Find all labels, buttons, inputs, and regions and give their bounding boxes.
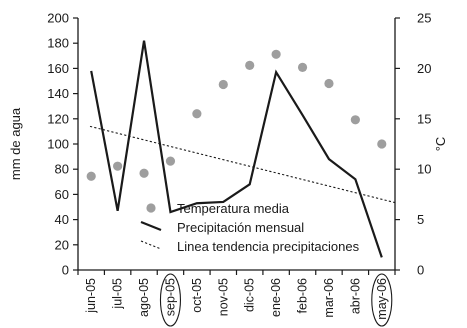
y-axis-left-label: mm de agua xyxy=(8,107,23,180)
temperature-point xyxy=(192,109,202,119)
temperature-point xyxy=(139,168,149,178)
right-tick-label: 15 xyxy=(417,111,431,126)
temperature-point xyxy=(377,139,387,149)
right-axis-ticks: 0 5 10 15 20 25 xyxy=(395,11,431,278)
x-tick-label: jun-05 xyxy=(84,278,98,314)
legend-temperature-marker xyxy=(146,203,156,213)
left-tick-label: 120 xyxy=(47,111,69,126)
legend-trend-marker xyxy=(140,240,162,250)
right-tick-label: 5 xyxy=(417,212,424,227)
x-tick-label-group: abr-06 xyxy=(348,278,362,314)
x-tick-label: sep-05 xyxy=(163,278,177,316)
x-tick-label: oct-05 xyxy=(190,278,204,313)
precipitation-line xyxy=(90,40,383,258)
left-tick-label: 200 xyxy=(47,11,69,26)
x-tick-label: feb-06 xyxy=(296,278,310,313)
x-tick-label: ago-05 xyxy=(137,278,151,317)
x-tick-label: dic-05 xyxy=(243,278,257,312)
x-tick-label-group: jun-05 xyxy=(84,278,98,314)
temperature-point xyxy=(86,171,96,181)
left-axis-ticks: 0 20 40 60 80 100 120 140 160 180 200 xyxy=(47,11,78,278)
x-tick-label-group: may-06 xyxy=(371,273,393,327)
temperature-point xyxy=(350,115,360,125)
right-tick-label: 20 xyxy=(417,61,431,76)
x-tick-label-group: oct-05 xyxy=(190,278,204,313)
legend-label: Linea tendencia precipitaciones xyxy=(177,239,360,254)
series-layer xyxy=(86,40,396,258)
left-tick-label: 0 xyxy=(62,263,69,278)
x-tick-label: abr-06 xyxy=(348,278,362,314)
x-tick-label: ene-06 xyxy=(269,278,283,317)
x-tick-label-group: mar-06 xyxy=(322,278,336,318)
x-tick-label: may-06 xyxy=(375,278,389,320)
legend-precipitation-marker xyxy=(140,220,162,232)
left-tick-label: 140 xyxy=(47,86,69,101)
y-axis-right-label: °C xyxy=(433,137,448,152)
temperature-point xyxy=(113,161,123,171)
right-tick-label: 10 xyxy=(417,162,431,177)
x-tick-label-group: sep-05 xyxy=(159,273,182,327)
left-tick-label: 60 xyxy=(55,187,69,202)
right-tick-label: 0 xyxy=(417,263,424,278)
x-tick-label-circle xyxy=(159,273,182,327)
x-tick-label-group: ene-06 xyxy=(269,278,283,317)
left-tick-label: 180 xyxy=(47,36,69,51)
temperature-point xyxy=(297,62,308,72)
right-tick-label: 25 xyxy=(417,11,431,26)
x-axis-ticks: jun-05 jul-05 ago-05 sep-05 oct-05 nov-05 dic-… xyxy=(77,270,396,327)
x-tick-label-group: jul-05 xyxy=(111,278,125,310)
left-tick-label: 40 xyxy=(55,212,69,227)
temperature-point xyxy=(245,60,255,70)
legend-label: Temperatura media xyxy=(177,201,290,216)
trend-line xyxy=(89,125,396,204)
left-tick-label: 20 xyxy=(55,237,69,252)
temperature-point xyxy=(218,79,228,90)
x-tick-label: mar-06 xyxy=(322,278,336,318)
x-tick-label-group: feb-06 xyxy=(296,278,310,313)
x-tick-label: jul-05 xyxy=(111,278,125,310)
temperature-point xyxy=(324,78,334,89)
left-tick-label: 160 xyxy=(47,61,69,76)
left-tick-label: 80 xyxy=(55,162,69,177)
legend: Temperatura media Precipitación mensual Li… xyxy=(140,201,360,254)
temperature-point xyxy=(165,156,176,166)
x-tick-label: nov-05 xyxy=(216,278,230,316)
temperature-point xyxy=(271,49,281,59)
x-tick-label-group: dic-05 xyxy=(243,278,257,312)
legend-label: Precipitación mensual xyxy=(177,220,304,235)
x-tick-label-circle xyxy=(371,273,393,327)
x-tick-label-group: nov-05 xyxy=(216,278,230,316)
x-tick-label-group: ago-05 xyxy=(137,278,151,317)
left-tick-label: 100 xyxy=(47,137,69,152)
